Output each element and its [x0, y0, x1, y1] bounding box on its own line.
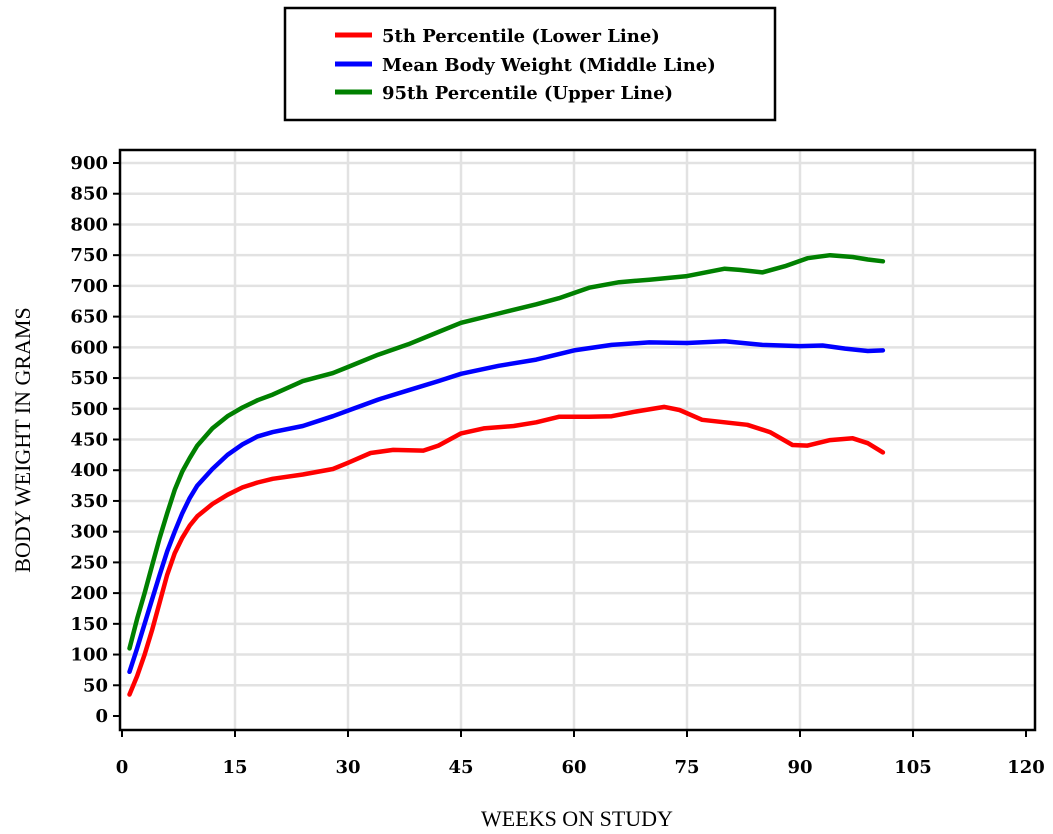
- y-tick-label: 350: [70, 491, 108, 512]
- series-line-mean: [127, 338, 886, 675]
- y-tick-label: 600: [70, 337, 108, 358]
- y-tick-label: 900: [70, 153, 108, 174]
- gridlines: [120, 150, 1035, 730]
- legend: 5th Percentile (Lower Line) Mean Body We…: [283, 6, 777, 122]
- y-tick-label: 650: [70, 307, 108, 328]
- y-tick-label: 300: [70, 522, 108, 543]
- series-line-95th-percentile: [127, 252, 886, 651]
- x-tick-label: 120: [1007, 757, 1045, 778]
- x-tick-label: 60: [561, 757, 586, 778]
- x-tick-label: 15: [222, 757, 247, 778]
- axis-ticks: 0501001502002503003504004505005506006507…: [70, 153, 1044, 778]
- legend-label-mean: Mean Body Weight (Middle Line): [382, 55, 716, 76]
- series-lines: [127, 252, 886, 697]
- x-tick-label: 30: [335, 757, 360, 778]
- y-tick-label: 750: [70, 245, 108, 266]
- x-tick-label: 90: [787, 757, 812, 778]
- y-axis-title: BODY WEIGHT IN GRAMS: [10, 307, 35, 572]
- x-tick-label: 105: [894, 757, 932, 778]
- y-tick-label: 250: [70, 552, 108, 573]
- x-tick-label: 75: [674, 757, 699, 778]
- y-tick-label: 450: [70, 430, 108, 451]
- x-tick-label: 0: [116, 757, 129, 778]
- y-tick-label: 50: [83, 675, 108, 696]
- x-axis-title: WEEKS ON STUDY: [481, 806, 673, 831]
- legend-label-95th-percentile: 95th Percentile (Upper Line): [382, 83, 673, 104]
- y-tick-label: 700: [70, 276, 108, 297]
- y-tick-label: 850: [70, 184, 108, 205]
- y-tick-label: 800: [70, 214, 108, 235]
- x-tick-label: 45: [448, 757, 473, 778]
- legend-label-5th-percentile: 5th Percentile (Lower Line): [382, 26, 660, 47]
- series-line-5th-percentile: [127, 404, 886, 697]
- y-tick-label: 100: [70, 645, 108, 666]
- y-tick-label: 400: [70, 460, 108, 481]
- y-tick-label: 200: [70, 583, 108, 604]
- y-tick-label: 150: [70, 614, 108, 635]
- y-tick-label: 550: [70, 368, 108, 389]
- y-tick-label: 0: [95, 706, 108, 727]
- y-tick-label: 500: [70, 399, 108, 420]
